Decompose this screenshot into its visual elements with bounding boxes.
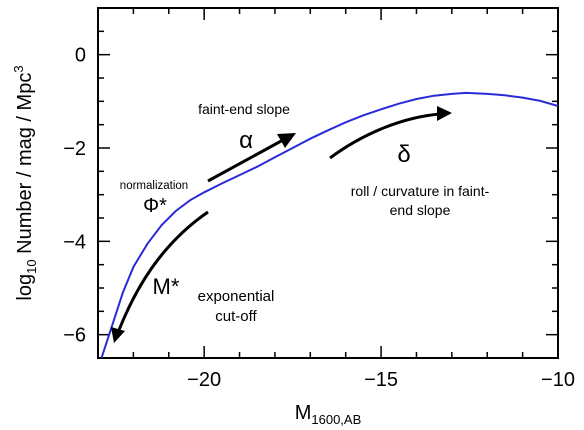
m-star-symbol: M* [153, 274, 180, 299]
alpha-symbol: α [239, 127, 253, 154]
delta-arrowhead [437, 106, 452, 121]
axis-ticks [97, 7, 559, 359]
x-axis-title-subscript: 1600,AB [311, 412, 361, 427]
x-axis-title: M1600,AB [295, 402, 362, 427]
phi-star-symbol: Φ* [143, 195, 167, 217]
y-tick-label: −2 [63, 138, 86, 160]
roll-curvature-label-line2: end slope [390, 202, 451, 218]
mstar-arrowhead [111, 327, 125, 343]
x-tick-label: −20 [187, 369, 221, 391]
x-tick-label: −15 [364, 369, 398, 391]
plot-frame [97, 7, 559, 359]
alpha-arrow [207, 138, 284, 183]
arrow-heads [111, 106, 452, 343]
cutoff-label: cut-off [215, 308, 257, 325]
roll-curvature-label-line1: roll / curvature in faint- [351, 183, 490, 199]
normalization-label: normalization [120, 180, 188, 192]
y-axis-title-prefix: log [14, 274, 36, 301]
x-axis-title-main: M [295, 402, 312, 424]
y-axis-title: log10 Number / mag / Mpc3 [11, 65, 39, 300]
x-tick-label: −10 [541, 369, 575, 391]
tick-labels: −20 −15 −10 0 −2 −4 −6 [63, 45, 575, 391]
y-axis-title-superscript: 3 [11, 65, 26, 72]
y-axis-title-body: Number / mag / Mpc [14, 73, 36, 260]
y-tick-label: −6 [63, 325, 86, 347]
annotation-arrows [117, 112, 441, 331]
delta-symbol: δ [397, 141, 410, 168]
luminosity-function-curve [100, 91, 559, 359]
alpha-arrowhead [277, 133, 296, 148]
exponential-label: exponential [198, 288, 275, 305]
mstar-arrow [117, 210, 209, 331]
delta-arrow [329, 112, 441, 160]
y-axis-title-subscript: 10 [24, 259, 39, 273]
faint-end-label: faint-end slope [198, 101, 290, 117]
y-tick-label: −4 [63, 231, 86, 253]
y-tick-label: 0 [75, 45, 86, 67]
